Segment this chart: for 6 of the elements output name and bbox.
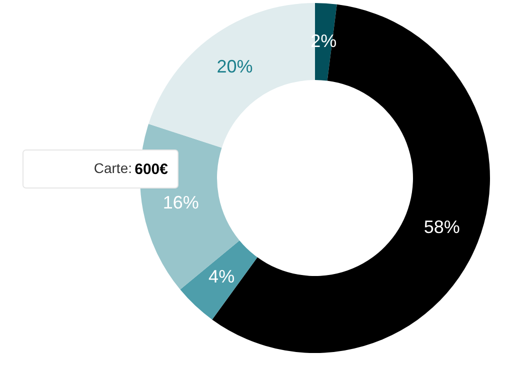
data-label: 4% bbox=[208, 266, 235, 287]
data-label: 16% bbox=[162, 192, 199, 213]
donut-slice bbox=[180, 240, 258, 320]
data-label: 58% bbox=[424, 217, 460, 238]
text: Carte: 600€ bbox=[94, 160, 169, 178]
data-label: 20% bbox=[216, 56, 253, 77]
